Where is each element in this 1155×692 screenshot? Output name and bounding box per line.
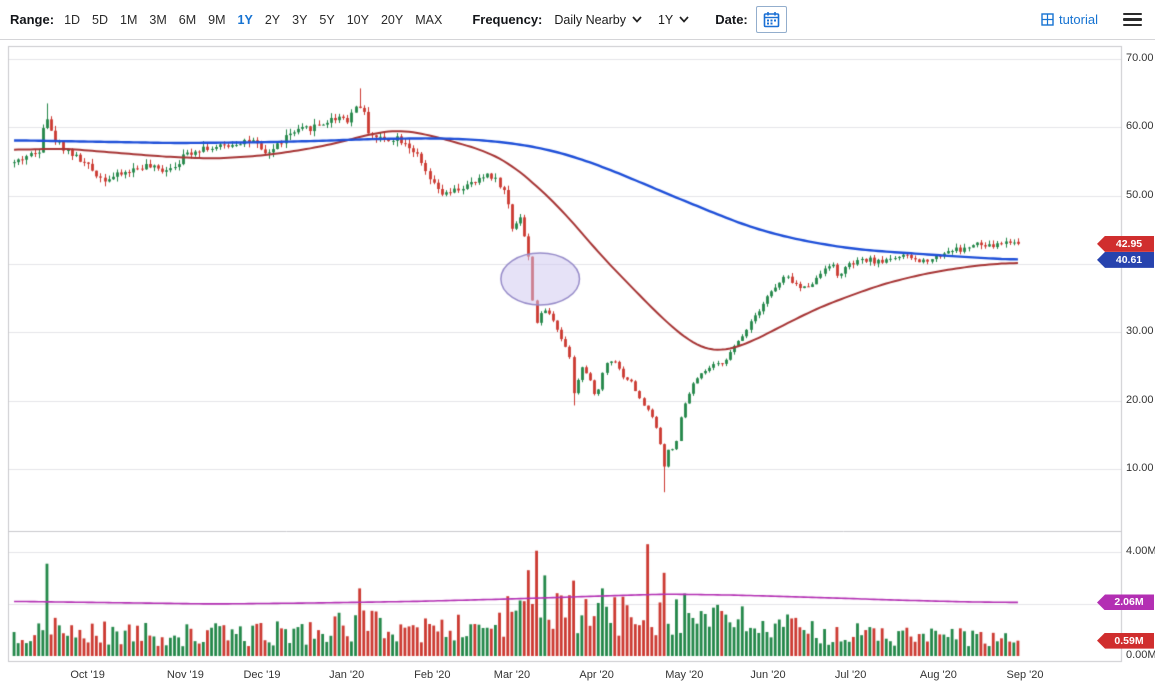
range-option-2y[interactable]: 2Y: [264, 12, 281, 27]
avg-volume-badge: 2.06M: [1097, 594, 1154, 611]
chevron-down-icon: [679, 16, 689, 23]
range-option-6m[interactable]: 6M: [178, 12, 197, 27]
time-tick: Feb '20: [414, 669, 451, 681]
range-option-1m[interactable]: 1M: [120, 12, 138, 27]
range-option-5y[interactable]: 5Y: [319, 12, 335, 27]
last-price-badge: 42.95: [1097, 235, 1154, 252]
price-tick: 60.00: [1126, 120, 1154, 133]
time-tick: Jun '20: [750, 669, 786, 681]
price-tick: 70.00: [1126, 52, 1154, 64]
range-option-max[interactable]: MAX: [415, 12, 443, 27]
price-tick: 30.00: [1126, 325, 1154, 338]
tutorial-grid-icon: [1041, 13, 1054, 26]
range-option-5d[interactable]: 5D: [92, 12, 109, 27]
last-volume-badge: 0.59M: [1097, 632, 1154, 649]
time-tick: Nov '19: [166, 669, 204, 681]
calendar-icon: [763, 12, 780, 28]
range-option-3y[interactable]: 3Y: [292, 12, 308, 27]
time-tick: Sep '20: [1006, 669, 1044, 681]
volume-tick: 0.00M: [1126, 649, 1155, 661]
time-tick: May '20: [665, 669, 704, 681]
range-option-1y[interactable]: 1Y: [237, 12, 253, 27]
frequency-value: Daily Nearby: [554, 12, 626, 27]
time-tick: Jan '20: [329, 669, 365, 681]
range-option-1d[interactable]: 1D: [64, 12, 81, 27]
date-label: Date:: [715, 12, 748, 27]
price-tick: 10.00: [1126, 462, 1154, 474]
time-tick: Jul '20: [834, 669, 867, 681]
tutorial-label: tutorial: [1058, 12, 1098, 27]
frequency-dropdown[interactable]: Daily Nearby: [550, 11, 646, 29]
range-option-10y[interactable]: 10Y: [346, 12, 369, 27]
tutorial-link[interactable]: tutorial: [1041, 12, 1098, 27]
frequency-label: Frequency:: [472, 12, 543, 27]
range-option-3m[interactable]: 3M: [149, 12, 167, 27]
time-tick: Apr '20: [579, 669, 614, 681]
time-tick: Aug '20: [919, 669, 957, 681]
range-option-9m[interactable]: 9M: [208, 12, 226, 27]
time-tick: Oct '19: [70, 669, 105, 681]
range-selector: 1D 5D 1M 3M 6M 9M 1Y 2Y 3Y 5Y 10Y 20Y MAX: [64, 13, 442, 27]
menu-icon[interactable]: [1120, 10, 1145, 30]
volume-tick: 4.00M: [1126, 545, 1155, 557]
period-dropdown[interactable]: 1Y: [654, 11, 693, 29]
range-option-20y[interactable]: 20Y: [380, 12, 404, 27]
blue-ma-badge: 40.61: [1097, 251, 1154, 268]
chart-toolbar: Range: 1D 5D 1M 3M 6M 9M 1Y 2Y 3Y 5Y 10Y 20Y MAX Fre…: [0, 0, 1155, 40]
date-picker-button[interactable]: [755, 6, 787, 33]
period-value: 1Y: [657, 12, 674, 27]
time-tick: Mar '20: [493, 669, 531, 681]
range-label: Range:: [10, 12, 55, 27]
price-tick: 50.00: [1126, 188, 1154, 201]
chevron-down-icon: [632, 16, 642, 23]
price-tick: 20.00: [1126, 393, 1154, 406]
time-tick: Dec '19: [243, 669, 281, 681]
